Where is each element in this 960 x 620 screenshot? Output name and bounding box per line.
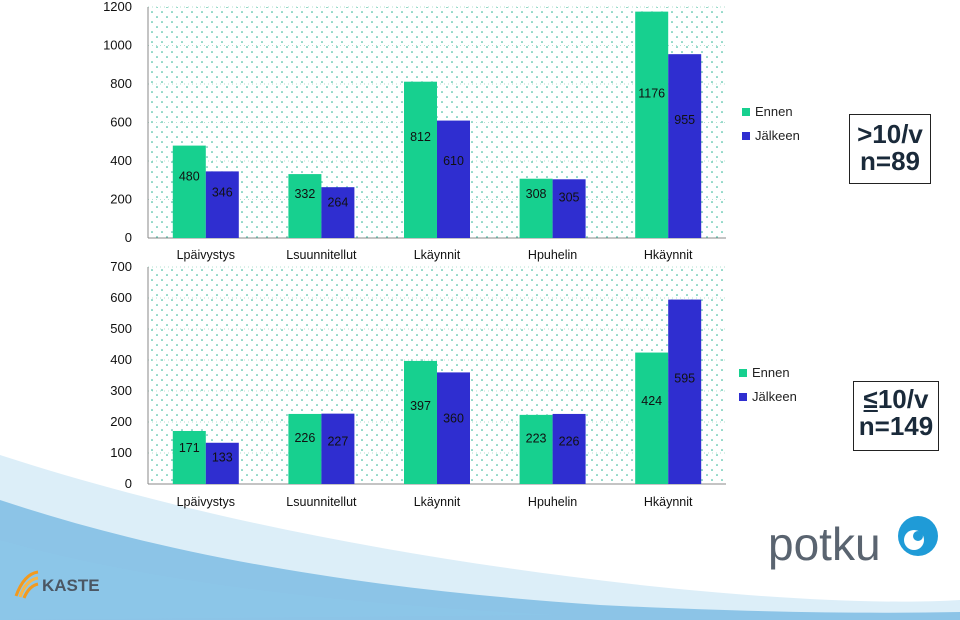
data-label: 226 (559, 434, 580, 448)
category-label: Lpäivystys (177, 248, 235, 262)
chart-more-than-10-visits: 0 200 400 600 800 1000 1200 480 346 Lpäivystys 332… (103, 0, 800, 262)
callout-group-over-10: >10/v n=89 (849, 114, 931, 184)
bar-ennen-2 (404, 360, 437, 484)
bar-jälkeen-1 (321, 413, 355, 484)
data-label: 610 (443, 154, 464, 168)
bar-ennen-1 (288, 413, 322, 484)
data-label: 1176 (638, 87, 665, 101)
data-label: 308 (526, 187, 547, 201)
bar-jälkeen-3 (552, 413, 586, 484)
category-label: Hkäynnit (644, 495, 693, 509)
legend-label: Jälkeen (752, 389, 797, 404)
y-tick-label: 200 (110, 192, 132, 207)
data-label: 305 (559, 191, 580, 205)
category-label: Lkäynnit (414, 248, 461, 262)
y-tick-label: 600 (110, 115, 132, 130)
bar-ennen-4 (635, 352, 669, 484)
data-label: 595 (674, 372, 695, 386)
data-label: 360 (443, 412, 464, 426)
y-tick-label: 400 (110, 352, 132, 367)
y-tick-label: 0 (125, 476, 132, 491)
bar-ennen-1 (288, 174, 322, 238)
bar-jälkeen-4 (668, 54, 702, 238)
data-label: 812 (410, 130, 431, 144)
data-label: 480 (179, 170, 200, 184)
bar-ennen-4 (635, 11, 669, 239)
callout-bottom-line2: n=149 (858, 411, 934, 442)
category-label: Lpäivystys (177, 495, 235, 509)
data-label: 171 (179, 441, 200, 455)
kaste-sun-icon (14, 570, 39, 599)
y-tick-label: 300 (110, 383, 132, 398)
legend-swatch (739, 369, 747, 377)
y-tick-label: 400 (110, 153, 132, 168)
category-label: Lsuunnitellut (286, 248, 357, 262)
data-label: 226 (294, 431, 315, 445)
y-tick-label: 1200 (103, 0, 132, 14)
category-label: Lkäynnit (414, 495, 461, 509)
category-label: Hkäynnit (644, 248, 693, 262)
legend-swatch (742, 108, 750, 116)
data-label: 424 (641, 394, 662, 408)
callout-group-10-or-less: ≤10/v n=149 (853, 381, 939, 451)
callout-top-line2: n=89 (860, 146, 920, 177)
bar-jälkeen-4 (668, 299, 702, 484)
y-tick-label: 800 (110, 76, 132, 91)
y-tick-label: 700 (110, 259, 132, 274)
data-label: 133 (212, 450, 233, 464)
bar-jälkeen-0 (205, 442, 239, 484)
callout-bottom-line1: 10/v (877, 384, 929, 414)
data-label: 332 (294, 187, 315, 201)
kaste-logo-text: KASTE (42, 576, 100, 595)
bar-ennen-0 (172, 145, 206, 238)
legend-label: Jälkeen (755, 128, 800, 143)
y-tick-label: 200 (110, 414, 132, 429)
bar-ennen-2 (404, 81, 437, 238)
legend-swatch (739, 393, 747, 401)
callout-bottom-symbol: ≤ (863, 384, 878, 414)
data-label: 264 (327, 195, 348, 209)
callout-top-line1: >10/v (857, 119, 923, 149)
bar-ennen-3 (519, 178, 553, 238)
potku-logo: potku (768, 516, 938, 570)
bar-ennen-0 (172, 430, 206, 484)
legend-label: Ennen (752, 365, 790, 380)
bar-jälkeen-2 (437, 120, 470, 238)
legend-label: Ennen (755, 104, 793, 119)
chart-10-or-fewer-visits: 0 100 200 300 400 500 600 700 171 133 Lpäivystys 22… (110, 259, 797, 509)
kaste-logo: KASTE (14, 570, 100, 599)
data-label: 223 (526, 432, 547, 446)
bar-ennen-3 (519, 414, 553, 484)
y-tick-label: 500 (110, 321, 132, 336)
y-tick-label: 100 (110, 445, 132, 460)
category-label: Hpuhelin (528, 495, 577, 509)
y-tick-label: 1000 (103, 38, 132, 53)
bar-jälkeen-3 (552, 179, 586, 238)
data-label: 955 (674, 113, 695, 127)
bar-jälkeen-0 (205, 171, 239, 238)
bar-jälkeen-1 (321, 187, 355, 238)
y-tick-label: 600 (110, 290, 132, 305)
category-label: Lsuunnitellut (286, 495, 357, 509)
potku-logo-text: potku (768, 518, 881, 570)
data-label: 346 (212, 186, 233, 200)
data-label: 397 (410, 399, 431, 413)
bar-jälkeen-2 (437, 372, 470, 484)
category-label: Hpuhelin (528, 248, 577, 262)
data-label: 227 (327, 434, 348, 448)
y-tick-label: 0 (125, 230, 132, 245)
legend-swatch (742, 132, 750, 140)
